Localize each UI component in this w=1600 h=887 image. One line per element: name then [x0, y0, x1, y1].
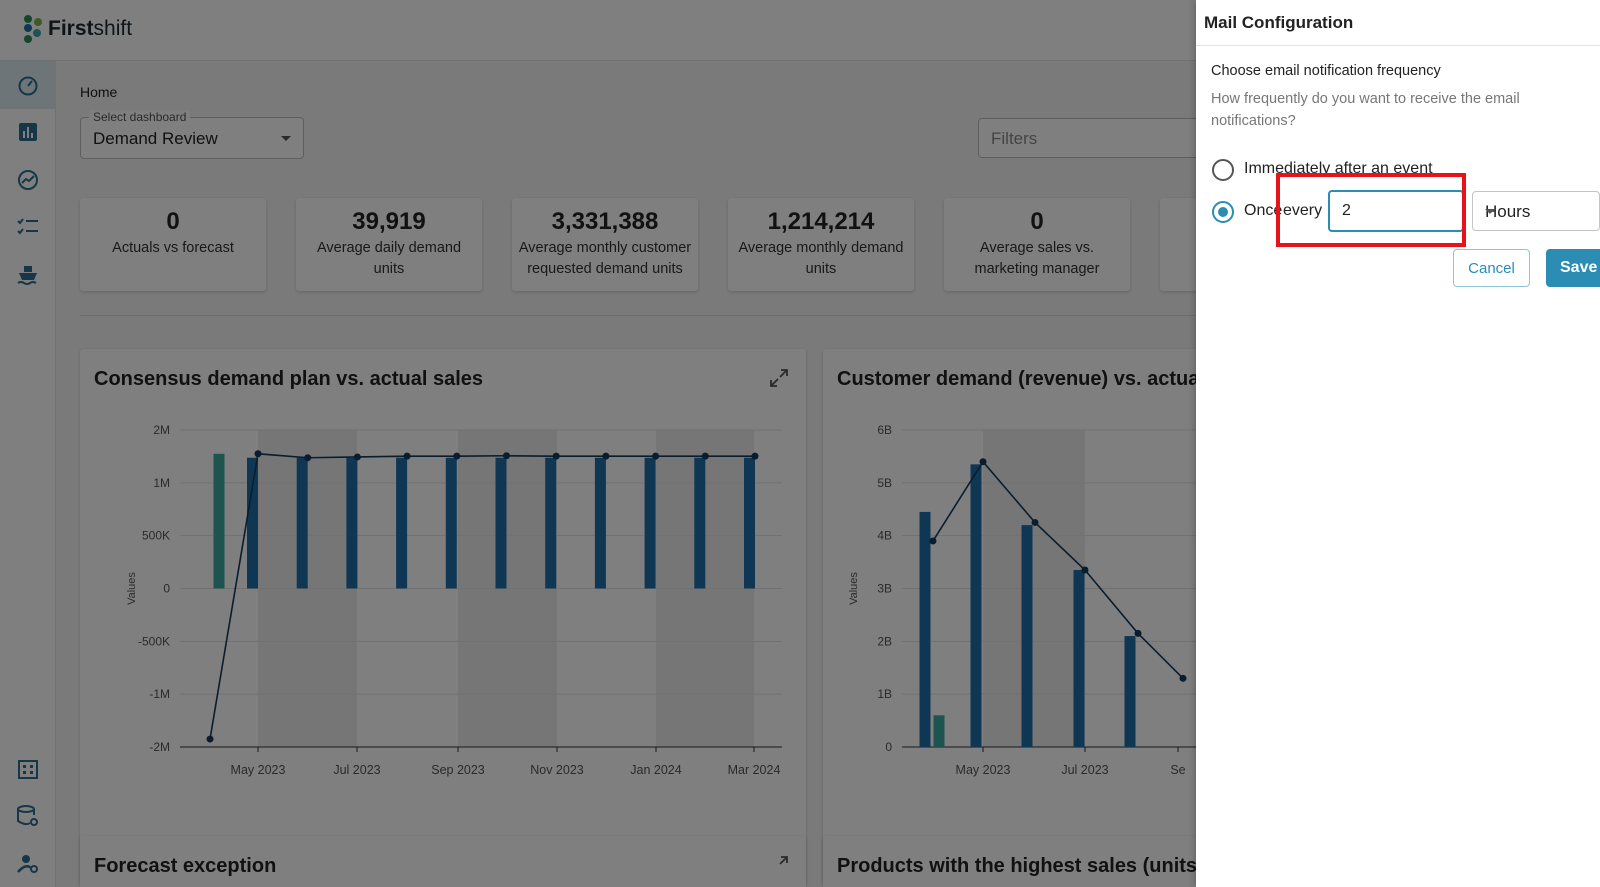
frequency-unit-select[interactable]: Hours [1472, 191, 1600, 231]
frequency-subtext: How frequently do you want to receive th… [1211, 91, 1520, 129]
radio-immediately[interactable] [1212, 159, 1234, 181]
radio-once-every[interactable] [1212, 201, 1234, 223]
radio-immediately-label[interactable]: Immediately after an event [1244, 160, 1433, 177]
drawer-divider [1196, 45, 1600, 46]
save-button[interactable]: Save [1546, 249, 1600, 287]
radio-once-label[interactable]: Once [1244, 202, 1283, 219]
frequency-unit-value: Hours [1485, 202, 1531, 221]
modal-backdrop[interactable] [0, 0, 1196, 887]
chevron-down-icon [1485, 209, 1495, 214]
mail-configuration-drawer: Mail Configuration Choose email notifica… [1196, 0, 1600, 887]
frequency-number-input[interactable] [1328, 190, 1464, 232]
cancel-button[interactable]: Cancel [1453, 249, 1530, 287]
drawer-title: Mail Configuration [1204, 13, 1354, 32]
every-label: every [1283, 202, 1323, 219]
frequency-question: Choose email notification frequency [1211, 63, 1441, 79]
highlight-box [1276, 173, 1466, 247]
